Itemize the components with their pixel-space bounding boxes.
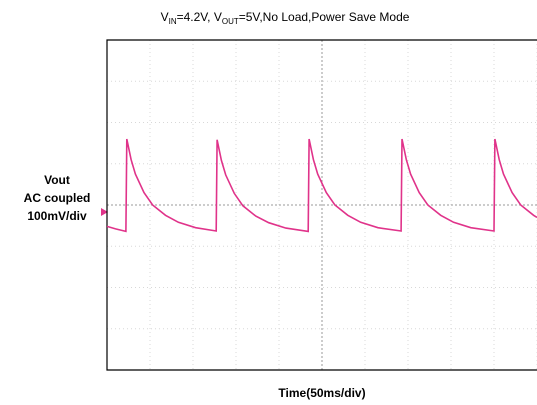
- title-part: =4.2V, V: [177, 10, 222, 24]
- y-axis-label: Vout AC coupled 100mV/div: [24, 173, 91, 223]
- y-label-line: AC coupled: [24, 191, 91, 205]
- title-part: OUT: [222, 17, 239, 26]
- plot-border: [106, 39, 537, 371]
- chart-title: VIN=4.2V, VOUT=5V,No Load,Power Save Mod…: [161, 10, 410, 26]
- title-part: =5V,No Load,Power Save Mode: [239, 10, 410, 24]
- x-axis-label: Time(50ms/div): [278, 386, 365, 400]
- title-part: IN: [169, 17, 177, 26]
- title-part: V: [161, 10, 169, 24]
- y-label-line: Vout: [44, 173, 70, 187]
- waveform: [106, 138, 537, 233]
- y-label-line: 100mV/div: [27, 209, 87, 223]
- marker-arrow: [101, 208, 108, 216]
